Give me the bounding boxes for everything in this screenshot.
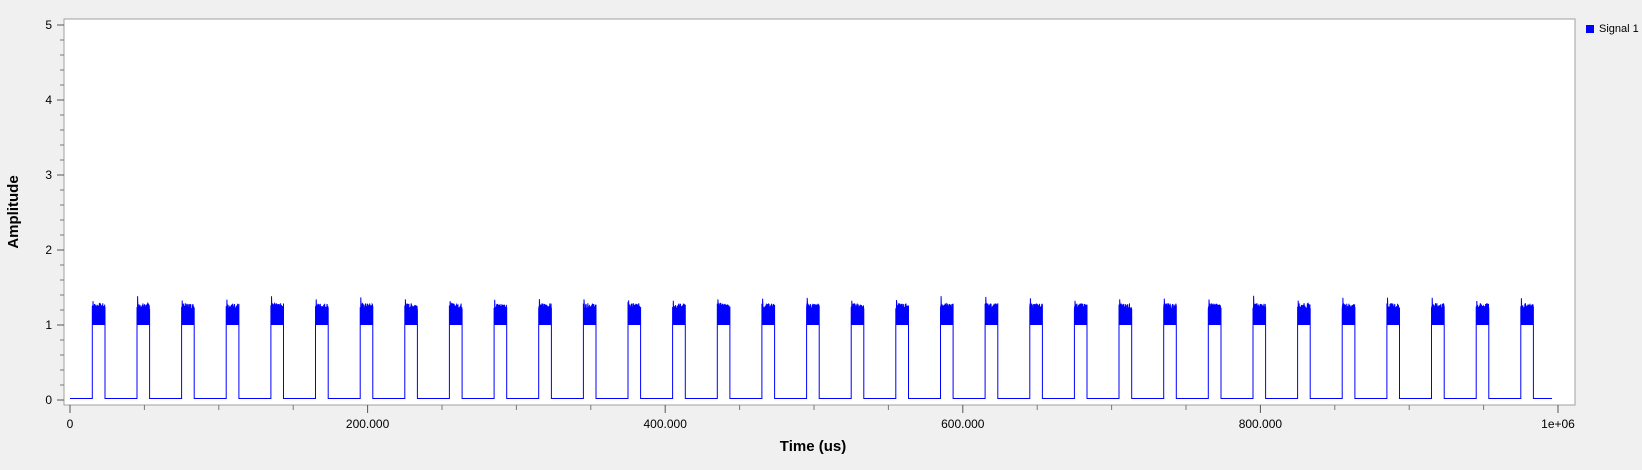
y-tick-label: 2: [45, 243, 52, 257]
legend-swatch: [1586, 25, 1594, 33]
x-tick-label: 200.000: [346, 417, 390, 431]
axis-ticks: 0 1 2 3 4 5 0 200.000 400.000 600.000 800.000 1e+06: [45, 18, 1575, 431]
x-axis-label: Time (us): [780, 438, 846, 455]
y-axis-label: Amplitude: [5, 175, 22, 248]
data-layer: [70, 295, 1552, 399]
signal-line: [70, 295, 1552, 399]
x-tick-label: 0: [67, 417, 74, 431]
y-tick-label: 5: [45, 18, 52, 32]
y-tick-label: 1: [45, 318, 52, 332]
y-tick-label: 3: [45, 168, 52, 182]
x-tick-label: 400.000: [644, 417, 688, 431]
x-tick-label: 600.000: [941, 417, 985, 431]
legend[interactable]: Signal 1: [1586, 23, 1639, 35]
legend-label: Signal 1: [1599, 23, 1639, 35]
y-tick-label: 4: [45, 93, 52, 107]
x-tick-label: 1e+06: [1541, 417, 1575, 431]
y-tick-label: 0: [45, 393, 52, 407]
x-tick-label: 800.000: [1239, 417, 1283, 431]
